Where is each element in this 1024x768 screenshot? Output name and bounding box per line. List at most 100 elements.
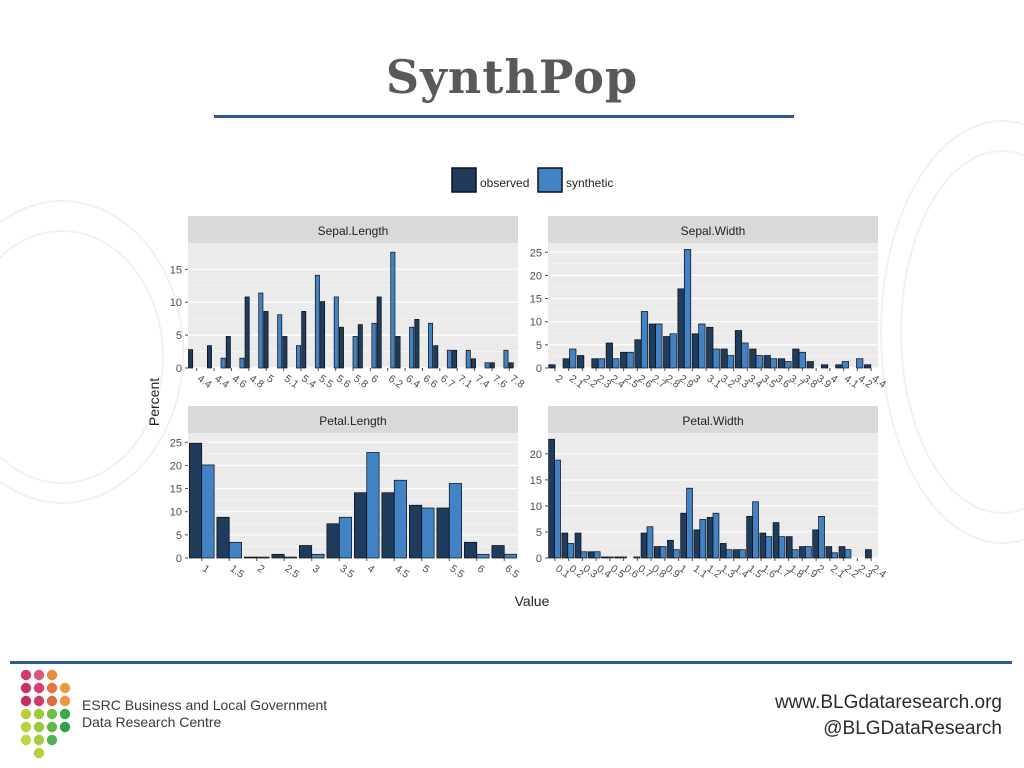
bar-synthetic	[597, 358, 606, 369]
bar-synthetic	[841, 361, 849, 369]
bar-observed	[548, 438, 555, 559]
facet-strip	[548, 406, 878, 433]
bar-observed	[759, 532, 767, 559]
y-tick-label: 25	[170, 437, 182, 449]
bar-synthetic	[765, 536, 773, 559]
bar-synthetic	[366, 452, 380, 559]
x-tick-label: 6.5	[503, 563, 522, 581]
logo-dot	[59, 721, 71, 733]
logo-dot	[33, 682, 45, 694]
bar-synthetic	[778, 536, 786, 559]
x-tick-label: 4.4	[869, 373, 888, 391]
logo-dot	[20, 721, 32, 733]
bar-observed	[677, 288, 685, 369]
facet-title: Petal.Width	[682, 414, 743, 428]
bar-observed	[605, 342, 613, 369]
bar-observed	[825, 546, 833, 559]
bar-observed	[301, 311, 307, 369]
bar-synthetic	[311, 553, 325, 559]
logo-dot	[46, 669, 58, 681]
bar-observed	[381, 492, 395, 559]
bar-observed	[508, 362, 514, 369]
x-axis-title: Value	[515, 593, 550, 609]
bar-observed	[414, 318, 420, 369]
y-tick-label: 0	[536, 553, 542, 565]
bar-synthetic	[476, 553, 490, 559]
bar-observed	[763, 355, 771, 369]
y-tick-label: 15	[530, 475, 542, 487]
x-tick-label: 4	[828, 373, 840, 386]
y-tick-label: 15	[170, 264, 182, 276]
bar-synthetic	[646, 526, 654, 559]
facet-title: Petal.Length	[319, 414, 386, 428]
logo-dot	[46, 734, 58, 746]
website-link[interactable]: www.BLGdataresearch.org	[774, 692, 1002, 713]
logo-dot	[46, 721, 58, 733]
x-tick-label: 5.5	[317, 373, 336, 391]
bar-observed	[436, 507, 450, 559]
bar-synthetic	[752, 501, 759, 559]
legend-label-observed: observed	[480, 176, 529, 190]
bar-synthetic	[640, 311, 649, 369]
x-tick-label: 3	[691, 373, 703, 386]
organisation-name: ESRC Business and Local Government Data …	[82, 697, 327, 731]
bar-observed	[799, 546, 806, 559]
bar-synthetic	[580, 551, 588, 559]
logo-dot	[33, 695, 45, 707]
x-tick-label: 5.5	[448, 563, 467, 581]
y-tick-label: 10	[170, 297, 182, 309]
bar-synthetic	[659, 546, 667, 559]
bar-observed	[777, 358, 786, 369]
bar-observed	[216, 516, 230, 559]
bar-observed	[706, 517, 714, 559]
y-tick-label: 0	[176, 363, 182, 375]
bar-synthetic	[277, 314, 283, 369]
bar-observed	[838, 546, 846, 559]
bar-observed	[395, 336, 401, 369]
y-tick-label: 15	[170, 484, 182, 496]
x-tick-label: 7.4	[473, 373, 492, 391]
logo-dots-icon	[20, 669, 71, 759]
bar-synthetic	[683, 249, 692, 369]
bar-synthetic	[228, 541, 242, 559]
bar-synthetic	[741, 342, 749, 369]
slide-title: SynthPop	[385, 50, 639, 104]
logo-dot	[59, 695, 71, 707]
bar-observed	[691, 333, 700, 369]
y-tick-label: 5	[176, 530, 182, 542]
bar-synthetic	[818, 515, 825, 559]
bar-synthetic	[673, 549, 680, 559]
bar-observed	[749, 348, 757, 369]
bar-synthetic	[686, 487, 693, 559]
bar-observed	[706, 326, 714, 369]
bar-synthetic	[712, 512, 720, 559]
x-tick-label: 7.1	[455, 373, 474, 391]
footer-divider	[10, 661, 1012, 664]
bar-observed	[464, 541, 478, 559]
logo-dot	[33, 708, 45, 720]
twitter-handle[interactable]: @BLGDataResearch	[823, 718, 1002, 739]
x-tick-label: 4.4	[212, 373, 231, 391]
x-tick-label: 6	[475, 563, 487, 576]
x-tick-label: 4.6	[230, 373, 249, 391]
bar-observed	[282, 336, 288, 369]
contact-info: www.BLGdataresearch.org @BLGDataResearch	[775, 690, 1002, 742]
bar-observed	[271, 553, 285, 559]
logo-dot	[59, 682, 71, 694]
bar-synthetic	[856, 358, 864, 369]
x-tick-label: 5.4	[299, 373, 318, 391]
y-tick-label: 0	[536, 363, 542, 375]
y-tick-label: 20	[170, 460, 182, 472]
x-tick-label: 4.5	[393, 563, 412, 581]
bar-synthetic	[655, 323, 663, 369]
x-tick-label: 5	[264, 373, 276, 386]
bar-synthetic	[409, 326, 415, 369]
bar-observed	[320, 301, 326, 369]
bar-observed	[548, 364, 556, 369]
logo-dot	[59, 708, 71, 720]
bar-synthetic	[725, 549, 733, 559]
bar-observed	[865, 549, 872, 559]
y-tick-label: 5	[536, 340, 542, 352]
bar-synthetic	[626, 351, 634, 369]
